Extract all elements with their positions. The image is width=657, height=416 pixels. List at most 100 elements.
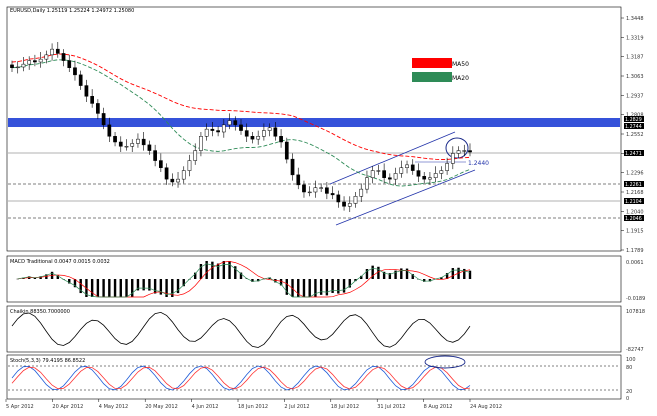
- candle-body: [147, 144, 152, 151]
- stoch-highlight-circle: [424, 355, 466, 369]
- price-axis: 1.3448 1.3319 1.3187 1.3063 1.2937 1.2808 1.25…: [621, 16, 644, 254]
- macd-bar: [365, 269, 369, 279]
- legend-swatch-ma20: [412, 72, 452, 82]
- level-tag-label: 1.2261: [625, 182, 642, 188]
- candle-body: [347, 203, 352, 207]
- macd-bar: [102, 279, 105, 297]
- level-tag-box: [624, 181, 644, 187]
- macd-bar: [234, 266, 237, 279]
- macd-bar: [297, 279, 300, 297]
- macd-bar: [73, 279, 77, 288]
- channel-upper-line: [329, 131, 456, 185]
- candle-body: [388, 177, 392, 180]
- candle-body: [107, 124, 112, 137]
- macd-bar: [342, 279, 346, 293]
- price-tick-label: 1.3319: [626, 35, 644, 41]
- price-tick-label: 1.3063: [626, 74, 644, 80]
- candle-body: [456, 150, 461, 154]
- legend-label-ma50: MA50: [452, 61, 469, 68]
- candle-body: [399, 167, 404, 174]
- candle-body: [302, 184, 306, 193]
- candle-body: [382, 170, 386, 178]
- macd-bar: [199, 264, 203, 279]
- macd-bar: [445, 273, 449, 279]
- time-tick-label: 4 Jun 2012: [192, 404, 219, 410]
- level-tag-box: [624, 215, 644, 221]
- macd-bar: [325, 279, 329, 296]
- time-tick-label: 18 Jul 2012: [331, 404, 359, 410]
- candle-body: [136, 138, 140, 144]
- main-panel-header: EURUSD,Daily 1.25119 1.25224 1.24972 1.2…: [10, 8, 134, 14]
- macd-bar: [216, 263, 220, 279]
- macd-bar: [39, 276, 42, 279]
- candle-body: [342, 201, 346, 207]
- candle-body: [256, 136, 261, 140]
- macd-bar: [96, 279, 100, 297]
- macd-bar: [165, 279, 168, 297]
- resistance-zone: [8, 118, 620, 127]
- macd-bar: [291, 279, 294, 297]
- stoch-d-line: [11, 366, 471, 390]
- legend-label-ma20: MA20: [452, 75, 469, 82]
- level-tag-box: [624, 198, 644, 204]
- candle-body: [118, 141, 123, 147]
- macd-bar: [400, 268, 403, 279]
- ma50-path: [11, 53, 471, 160]
- level-tag-box: [624, 116, 644, 122]
- candle-body: [330, 193, 335, 196]
- candle-body: [393, 173, 398, 180]
- macd-bar: [131, 279, 134, 297]
- macd-bar: [68, 279, 71, 284]
- macd-bar: [251, 279, 254, 282]
- time-tick-label: 20 May 2012: [145, 404, 178, 410]
- macd-bar: [176, 279, 180, 294]
- candle-body: [290, 158, 295, 176]
- candle-body: [159, 160, 163, 168]
- candle-body: [296, 174, 301, 186]
- candle-body: [113, 136, 117, 143]
- macd-histogram: [16, 261, 472, 298]
- macd-bar: [302, 279, 306, 297]
- candle-body: [38, 58, 43, 63]
- time-tick-label: 18 Jun 2012: [238, 404, 268, 410]
- candle-body: [267, 127, 272, 131]
- macd-bar: [256, 279, 260, 282]
- price-tick-label: 1.2808: [626, 113, 644, 119]
- macd-bar: [440, 277, 443, 279]
- macd-bar: [108, 279, 111, 297]
- macd-bar: [148, 279, 151, 291]
- candle-body: [33, 60, 37, 63]
- candle-body: [244, 130, 249, 137]
- ma20-line: [11, 59, 471, 187]
- candle-body: [405, 164, 409, 168]
- macd-bar: [205, 261, 208, 279]
- chaikin-panel-frame: [6, 305, 622, 353]
- indicator-tick-label: 80: [626, 365, 632, 371]
- ma20-path: [11, 59, 471, 187]
- candle-body: [462, 150, 467, 152]
- macd-bar: [394, 270, 397, 279]
- candle-body: [307, 191, 312, 194]
- macd-bar: [136, 279, 140, 291]
- macd-bar: [411, 274, 414, 279]
- macd-bar: [153, 279, 157, 294]
- level-tag-label: 1.2744: [625, 124, 642, 130]
- macd-bar: [354, 279, 357, 282]
- candle-body: [15, 66, 20, 69]
- level-tag-box: [624, 123, 644, 129]
- candle-body: [187, 160, 192, 171]
- macd-bar: [211, 261, 214, 279]
- candle-body: [428, 177, 432, 180]
- price-tick-label: 1.2040: [626, 209, 644, 215]
- stoch-panel-header: Stoch(5,3,3) 79.4195 86.8522: [10, 358, 85, 364]
- macd-bar: [468, 270, 472, 279]
- price-tick-label: 1.3448: [626, 16, 644, 22]
- candle-body: [319, 187, 323, 189]
- candle-body: [450, 153, 455, 164]
- price-tick-label: 1.2552: [626, 132, 644, 138]
- macd-bar: [279, 279, 283, 286]
- price-tick-label: 1.3187: [626, 55, 644, 61]
- candle-body: [439, 170, 444, 174]
- price-tick-label: 1.2296: [626, 171, 644, 177]
